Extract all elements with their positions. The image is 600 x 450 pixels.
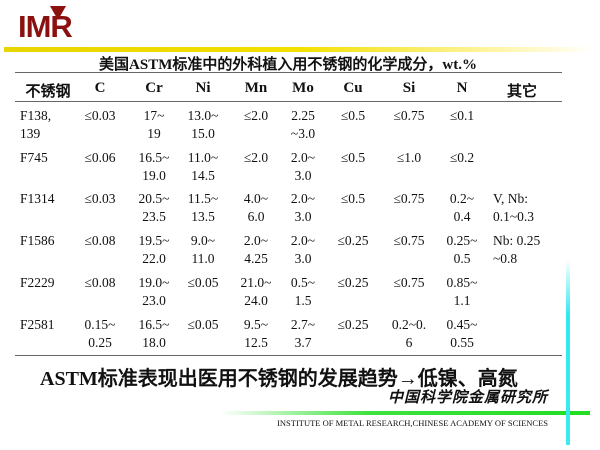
table-cell: ≤0.5 [340,150,366,165]
green-divider [220,411,590,415]
table-top-rule [15,72,562,73]
table-cell: 2.0~ 4.25 [243,233,269,266]
table-cell: 4.0~ 6.0 [243,191,269,224]
table-cell: 2.25 ~3.0 [290,108,316,141]
column-header: Cu [343,80,363,96]
table-cell: ≤0.1 [449,108,475,123]
column-header: Cr [145,80,163,96]
column-header: Mo [292,80,314,96]
column-header: Si [402,80,416,96]
table-cell: ≤0.75 [393,108,425,123]
column-header: N [456,80,468,96]
table-cell: 11.0~ 14.5 [187,150,219,183]
table-cell: ≤0.06 [84,150,116,165]
table-cell: ≤2.0 [243,150,269,165]
column-header: 其它 [506,84,538,100]
table-cell: 20.5~ 23.5 [138,191,170,224]
institute-en: INSTITUTE OF METAL RESEARCH,CHINESE ACAD… [277,418,548,428]
table-cell: ≤0.05 [187,275,219,290]
table-cell: 17~ 19 [143,108,165,141]
table-cell: ≤1.0 [396,150,422,165]
table-cell: 9.0~ 11.0 [190,233,216,266]
table-cell: ≤0.75 [393,233,425,248]
cyan-divider [566,260,570,445]
table-cell: ≤0.05 [187,317,219,332]
table-cell: 0.45~ 0.55 [446,317,478,350]
header-rule [15,101,562,102]
table-cell: 9.5~ 12.5 [243,317,269,350]
table-cell: ≤0.25 [337,275,369,290]
institute-cn: 中国科学院金属研究所 [387,390,548,406]
table-cell: V, Nb: 0.1~0.3 [493,191,535,224]
table-cell: ≤0.03 [84,191,116,206]
table-cell: 0.15~ 0.25 [84,317,116,350]
table-cell: 2.0~ 3.0 [290,150,316,183]
table-cell: 11.5~ 13.5 [187,191,219,224]
table-cell: Nb: 0.25 ~0.8 [493,233,541,266]
table-cell: 16.5~ 18.0 [138,317,170,350]
conclusion-text: ASTM标准表现出医用不锈钢的发展趋势→低镍、高氮 [40,368,518,390]
table-cell: 2.7~ 3.7 [290,317,316,350]
table-cell: ≤0.5 [340,108,366,123]
table-cell: 0.2~ 0.4 [449,191,475,224]
table-cell: 21.0~ 24.0 [240,275,272,308]
table-cell: 0.25~ 0.5 [446,233,478,266]
column-header: C [94,80,106,96]
table-cell: F1314 [20,191,55,206]
logo-triangle-icon [50,6,66,20]
column-header: Ni [195,80,211,96]
table-cell: F745 [20,150,48,165]
table-cell: 2.0~ 3.0 [290,191,316,224]
table-cell: ≤0.75 [393,191,425,206]
table-cell: F1586 [20,233,55,248]
imr-logo: IMR [18,6,94,44]
table-bottom-rule [15,355,562,356]
table-cell: 19.0~ 23.0 [138,275,170,308]
table-cell: F2581 [20,317,55,332]
table-cell: 2.0~ 3.0 [290,233,316,266]
table-cell: ≤0.25 [337,317,369,332]
table-cell: F138, 139 [20,108,52,141]
table-cell: ≤0.5 [340,191,366,206]
table-cell: ≤0.2 [449,150,475,165]
table-cell: 16.5~ 19.0 [138,150,170,183]
table-cell: 0.5~ 1.5 [290,275,316,308]
table-cell: 19.5~ 22.0 [138,233,170,266]
table-cell: F2229 [20,275,55,290]
table-cell: 13.0~ 15.0 [187,108,219,141]
table-title: 美国ASTM标准中的外科植入用不锈钢的化学成分，wt.% [99,57,477,73]
logo-text: IMR [18,9,73,44]
table-cell: 0.2~0. 6 [391,317,427,350]
table-cell: ≤0.08 [84,233,116,248]
column-header: 不锈钢 [25,84,71,100]
table-cell: ≤2.0 [243,108,269,123]
table-cell: ≤0.25 [337,233,369,248]
table-cell: ≤0.08 [84,275,116,290]
table-cell: 0.85~ 1.1 [446,275,478,308]
column-header: Mn [244,80,268,96]
table-cell: ≤0.03 [84,108,116,123]
table-cell: ≤0.75 [393,275,425,290]
yellow-divider [4,47,594,52]
